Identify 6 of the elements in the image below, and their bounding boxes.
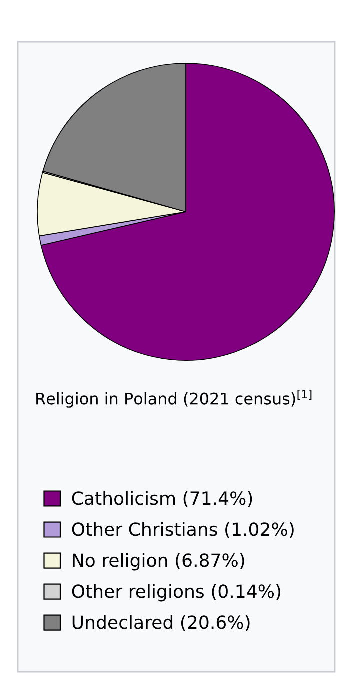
text: Religion in Poland (2021 census)$^{[1]}$ <box>36 390 312 408</box>
legend-label: Other religions (0.14%) <box>72 584 281 602</box>
legend-label: Other Christians (1.02%) <box>72 522 294 538</box>
legend-label: Catholicism (71.4%) <box>72 491 252 508</box>
legend-label: Undeclared (20.6%) <box>72 615 250 632</box>
legend-label: No religion (6.87%) <box>73 553 244 571</box>
